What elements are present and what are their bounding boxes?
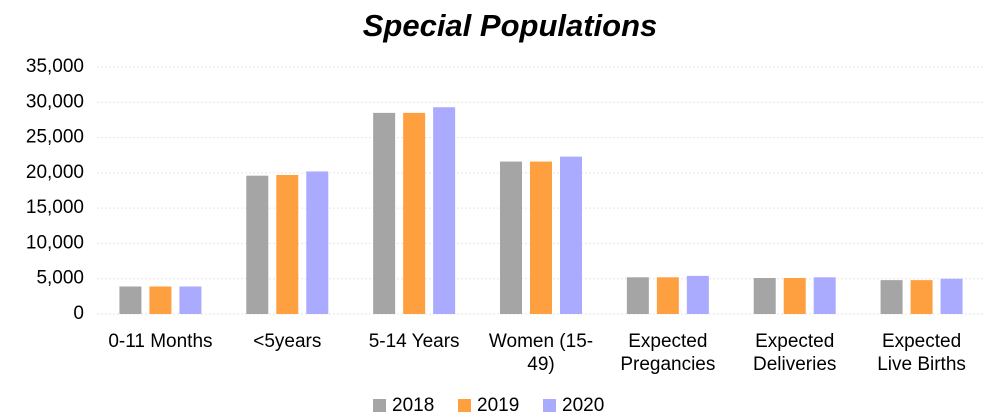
x-tick-label: Expected Pregancies: [620, 331, 716, 375]
y-tick-label: 35,000: [26, 56, 84, 77]
legend-label: 2018: [392, 395, 434, 416]
bar: [753, 278, 776, 314]
bar: [940, 278, 963, 314]
x-tick-label: Expected Deliveries: [752, 331, 837, 375]
bar: [149, 286, 172, 314]
bar: [686, 275, 709, 314]
y-tick-label: 30,000: [26, 91, 84, 112]
x-tick-label: Women (15-49): [488, 331, 594, 375]
bar: [306, 171, 329, 314]
bar: [403, 112, 426, 314]
legend-swatch: [458, 399, 471, 412]
bar: [276, 174, 299, 314]
bar: [500, 161, 522, 314]
chart-title: Special Populations: [363, 8, 658, 43]
y-tick-label: 20,000: [26, 162, 84, 183]
y-tick-label: 0: [73, 303, 84, 324]
legend-swatch: [373, 399, 386, 412]
legend-swatch: [543, 399, 556, 412]
bar: [119, 286, 142, 314]
x-tick-label: 0-11 Months: [108, 331, 213, 352]
legend-label: 2019: [477, 395, 519, 416]
y-tick-label: 10,000: [26, 232, 84, 253]
bar: [433, 107, 456, 315]
bar: [179, 286, 202, 314]
x-tick-label: <5years: [253, 331, 322, 352]
bar: [910, 280, 933, 314]
y-tick-label: 5,000: [36, 268, 84, 289]
y-tick-label: 15,000: [26, 197, 84, 218]
bar: [530, 161, 552, 314]
bar: [813, 277, 836, 314]
x-tick-label: 5-14 Years: [368, 331, 460, 352]
legend-label: 2020: [562, 395, 604, 416]
bar: [880, 280, 903, 314]
bar: [373, 112, 396, 314]
y-tick-label: 25,000: [26, 127, 84, 148]
bar: [246, 175, 269, 314]
bar: [560, 156, 582, 314]
bar: [656, 277, 679, 314]
bar: [626, 277, 649, 314]
x-tick-label: Expected Live Births: [877, 331, 966, 375]
bar: [783, 278, 806, 314]
